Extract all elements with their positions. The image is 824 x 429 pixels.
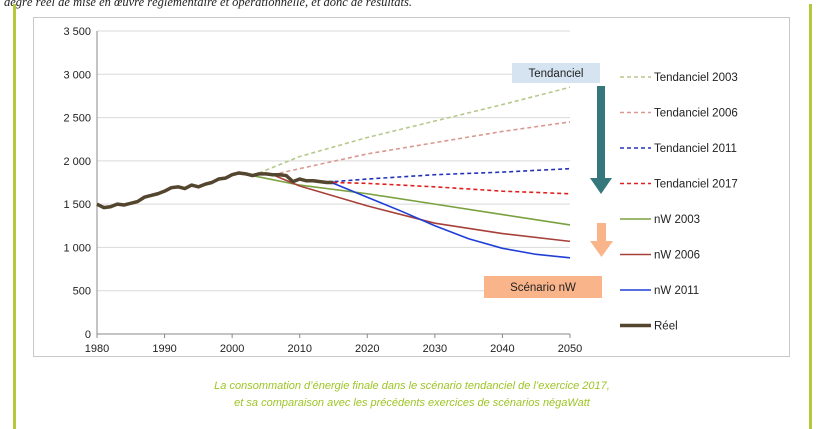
series-line-r-el: [96, 171, 334, 210]
x-tick-label: 2010: [287, 343, 311, 355]
x-tick-label: 2030: [423, 343, 447, 355]
top-paragraph-text: degré réel de mise en œuvre réglementair…: [4, 0, 412, 9]
y-tick-label: 2 500: [63, 113, 91, 125]
scenario-label-box: [484, 276, 602, 298]
x-tick-label: 2040: [490, 343, 514, 355]
caption-line-1: La consommation d’énergie finale dans le…: [214, 380, 610, 392]
legend-label: Tendanciel 2003: [654, 72, 738, 84]
scenario-label: Scénario nW: [510, 282, 576, 294]
x-tick-label: 1980: [85, 343, 109, 355]
y-tick-label: 1 500: [63, 199, 91, 211]
y-tick-label: 1 000: [63, 242, 91, 254]
tendanciel-label-box: [512, 63, 600, 83]
tendanciel-arrow-shaft: [597, 86, 605, 178]
series-line-tendanciel-2003: [252, 86, 571, 177]
y-tick-label: 3 000: [63, 69, 91, 81]
x-tick-label: 1990: [152, 343, 176, 355]
scenario-arrow-shaft: [597, 223, 606, 241]
scenario-arrow-head: [590, 241, 613, 257]
series-line-nw-2011: [306, 179, 571, 259]
tendanciel-arrow-head: [590, 178, 612, 194]
series-line-tendanciel-2006: [272, 121, 571, 176]
legend-label: Tendanciel 2006: [654, 108, 738, 120]
x-tick-label: 2000: [220, 343, 244, 355]
legend-label: nW 2003: [654, 214, 700, 226]
tendanciel-label: Tendanciel: [529, 68, 584, 80]
caption-line-2: et sa comparaison avec les précédents ex…: [234, 397, 590, 409]
series-line-tendanciel-2011: [306, 167, 571, 183]
y-tick-label: 3 500: [63, 26, 91, 38]
chart-area: [33, 17, 790, 357]
y-tick-label: 500: [73, 286, 91, 298]
series-line-nw-2006: [272, 173, 571, 243]
legend-label: nW 2006: [654, 250, 700, 262]
x-tick-label: 2050: [558, 343, 582, 355]
y-tick-label: 2 000: [63, 156, 91, 168]
x-tick-label: 2020: [355, 343, 379, 355]
series-line-tendanciel-2017: [333, 181, 571, 195]
y-tick-label: 0: [85, 329, 91, 341]
legend-label: nW 2011: [654, 285, 699, 297]
legend-label: Tendanciel 2017: [654, 179, 738, 191]
figure-frame: [13, 4, 812, 429]
legend-label: Réel: [654, 321, 678, 333]
legend-label: Tendanciel 2011: [654, 143, 737, 155]
